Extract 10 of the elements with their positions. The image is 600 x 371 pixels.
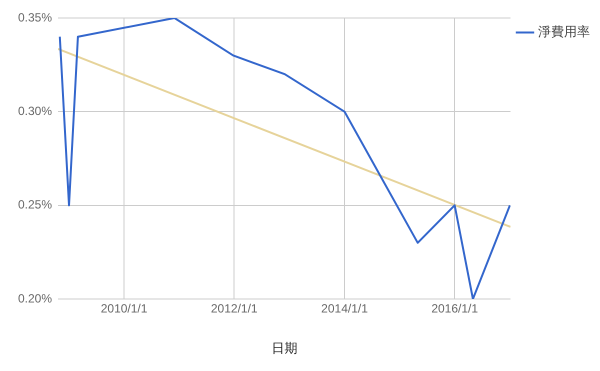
y-tick-label: 0.20% xyxy=(18,291,52,306)
y-tick-label: 0.35% xyxy=(18,10,52,24)
x-axis-title: 日期 xyxy=(271,342,298,357)
x-tick-label: 2014/1/1 xyxy=(321,302,368,316)
x-tick-label: 2010/1/1 xyxy=(100,302,148,316)
legend-label: 淨費用率 xyxy=(538,24,590,40)
x-tick-label: 2012/1/1 xyxy=(210,302,258,316)
y-tick-label: 0.30% xyxy=(18,104,52,118)
y-tick-label: 0.25% xyxy=(18,198,52,212)
x-tick-label: 2016/1/1 xyxy=(431,302,478,316)
